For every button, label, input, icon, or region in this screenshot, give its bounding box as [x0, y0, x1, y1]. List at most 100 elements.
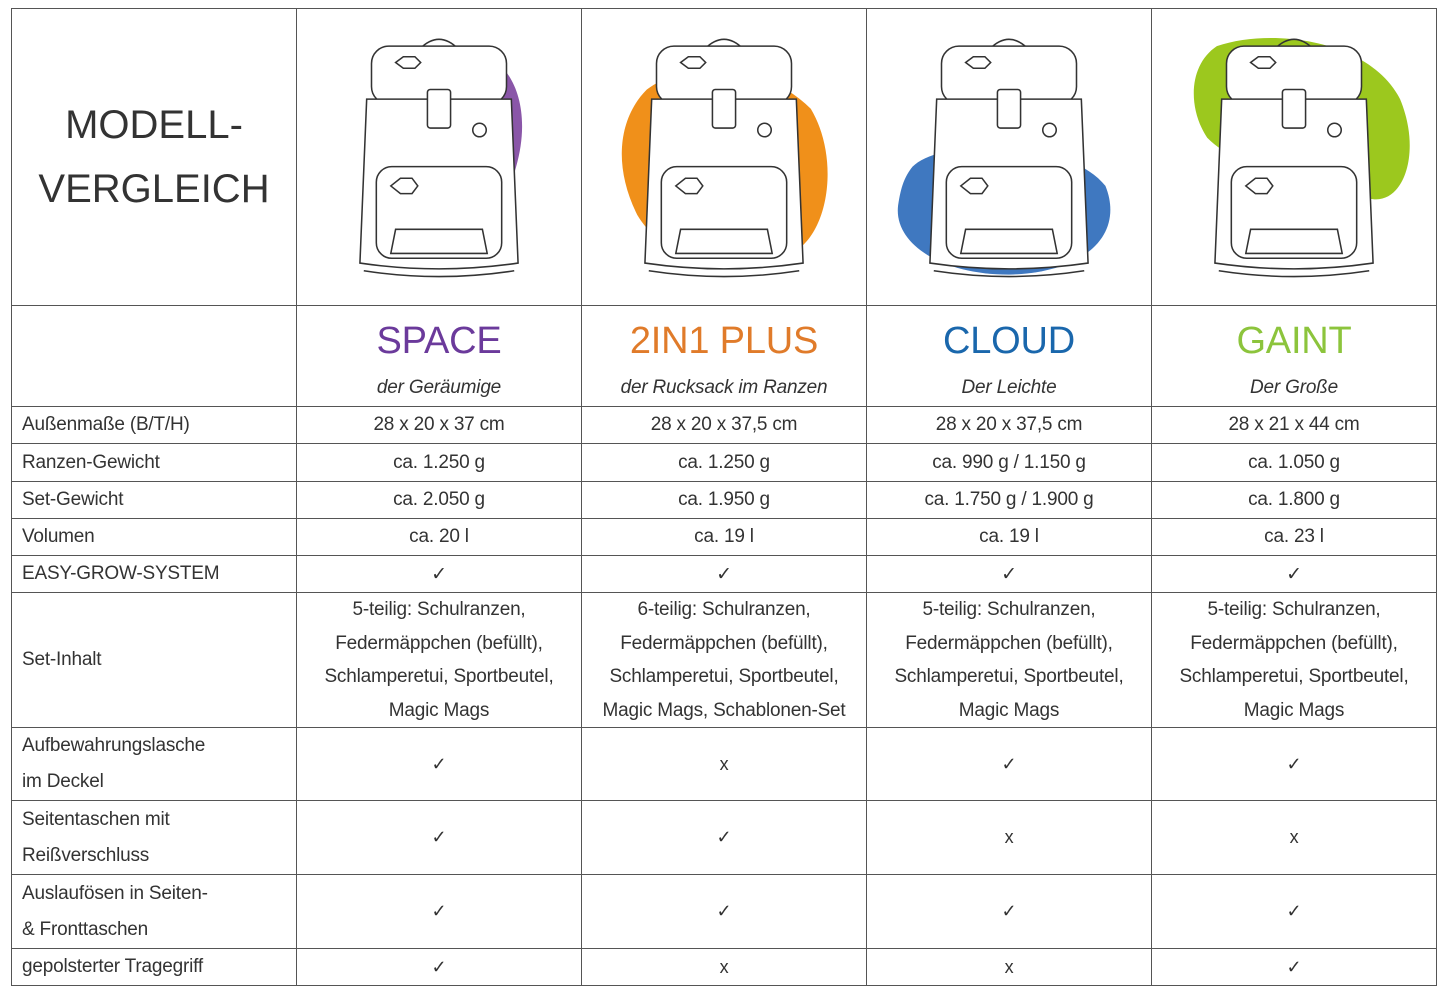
- cell-value: ca. 990 g / 1.150 g: [866, 443, 1152, 482]
- check-icon: ✓: [866, 874, 1152, 949]
- backpack-image-space: [296, 8, 582, 306]
- model-subtitle: der Rucksack im Ranzen: [620, 376, 828, 398]
- row-label: Ranzen-Gewicht: [11, 443, 297, 482]
- check-icon: ✓: [296, 727, 582, 801]
- set-line: Federmäppchen (befüllt),: [335, 632, 543, 654]
- cell-value: ca. 1.050 g: [1151, 443, 1437, 482]
- table-row: Set-Inhalt 5-teilig: Schulranzen, Federmäp…: [11, 592, 1437, 728]
- label-line: Reißverschluss: [22, 844, 150, 866]
- model-name: GAINT: [1236, 319, 1352, 362]
- check-icon: ✓: [581, 800, 867, 875]
- set-contents: 5-teilig: Schulranzen, Federmäppchen (bef…: [1151, 592, 1437, 728]
- cell-value: ca. 20 l: [296, 518, 582, 556]
- check-icon: ✓: [296, 948, 582, 986]
- model-name: CLOUD: [942, 319, 1076, 362]
- check-icon: ✓: [1151, 727, 1437, 801]
- label-line: im Deckel: [22, 771, 104, 792]
- image-row: MODELL- VERGLEICH: [11, 8, 1437, 306]
- cell-value: ca. 1.250 g: [296, 443, 582, 482]
- backpack-image-gaint: [1151, 8, 1437, 306]
- set-line: Magic Mags: [388, 699, 490, 721]
- check-icon: ✓: [866, 555, 1152, 593]
- set-line: Federmäppchen (befüllt),: [620, 632, 828, 654]
- check-icon: ✓: [296, 555, 582, 593]
- empty-cell: [11, 305, 297, 407]
- set-line: 5-teilig: Schulranzen,: [1207, 599, 1381, 620]
- set-line: Federmäppchen (befüllt),: [1190, 632, 1398, 654]
- cell-value: 28 x 20 x 37,5 cm: [866, 406, 1152, 444]
- cross-icon: x: [866, 800, 1152, 875]
- row-label: Außenmaße (B/T/H): [11, 406, 297, 444]
- set-contents: 5-teilig: Schulranzen, Federmäppchen (bef…: [296, 592, 582, 728]
- set-line: 5-teilig: Schulranzen,: [922, 599, 1096, 620]
- check-icon: ✓: [581, 555, 867, 593]
- title-line-2: VERGLEICH: [38, 167, 270, 211]
- table-row: EASY-GROW-SYSTEM ✓ ✓ ✓ ✓: [11, 555, 1437, 593]
- row-label: gepolsterter Tragegriff: [11, 948, 297, 986]
- row-label: Seitentaschen mit Reißverschluss: [11, 800, 297, 875]
- model-name: 2IN1 PLUS: [629, 319, 819, 362]
- page-title: MODELL- VERGLEICH: [12, 93, 296, 221]
- title-line-1: MODELL-: [65, 103, 243, 147]
- cell-value: ca. 1.800 g: [1151, 481, 1437, 519]
- model-name: SPACE: [376, 319, 502, 362]
- model-name-row: SPACE der Geräumige 2IN1 PLUS der Rucksack…: [11, 305, 1437, 407]
- check-icon: ✓: [581, 874, 867, 949]
- cell-value: ca. 1.750 g / 1.900 g: [866, 481, 1152, 519]
- table-row: Seitentaschen mit Reißverschluss ✓ ✓ x x: [11, 800, 1437, 875]
- table-row: Aufbewahrungslasche im Deckel ✓ x ✓ ✓: [11, 727, 1437, 801]
- cross-icon: x: [581, 727, 867, 801]
- cell-value: ca. 23 l: [1151, 518, 1437, 556]
- set-line: 6-teilig: Schulranzen,: [637, 599, 811, 620]
- table-row: Außenmaße (B/T/H) 28 x 20 x 37 cm 28 x 20 …: [11, 406, 1437, 444]
- model-subtitle: Der Leichte: [961, 376, 1057, 398]
- cell-value: ca. 2.050 g: [296, 481, 582, 519]
- title-cell: MODELL- VERGLEICH: [11, 8, 297, 306]
- row-label: Set-Gewicht: [11, 481, 297, 519]
- model-header: GAINT Der Große: [1151, 305, 1437, 407]
- table-row: Set-Gewicht ca. 2.050 g ca. 1.950 g ca. 1.7…: [11, 481, 1437, 519]
- set-line: Magic Mags, Schablonen-Set: [602, 699, 846, 721]
- row-label: EASY-GROW-SYSTEM: [11, 555, 297, 593]
- set-line: Schlamperetui, Sportbeutel,: [1179, 666, 1409, 687]
- cross-icon: x: [1151, 800, 1437, 875]
- model-subtitle: Der Große: [1250, 376, 1338, 398]
- label-line: Aufbewahrungslasche: [22, 735, 206, 756]
- set-line: Magic Mags: [958, 699, 1060, 721]
- set-line: Schlamperetui, Sportbeutel,: [609, 666, 839, 687]
- check-icon: ✓: [1151, 874, 1437, 949]
- set-contents: 6-teilig: Schulranzen, Federmäppchen (bef…: [581, 592, 867, 728]
- cross-icon: x: [581, 948, 867, 986]
- check-icon: ✓: [866, 727, 1152, 801]
- row-label: Volumen: [11, 518, 297, 556]
- check-icon: ✓: [1151, 555, 1437, 593]
- check-icon: ✓: [296, 800, 582, 875]
- row-label: Set-Inhalt: [11, 592, 297, 728]
- backpack-icon: [359, 38, 523, 278]
- backpack-icon: [897, 38, 1111, 278]
- set-line: Magic Mags: [1243, 699, 1345, 721]
- check-icon: ✓: [296, 874, 582, 949]
- table-row: Ranzen-Gewicht ca. 1.250 g ca. 1.250 g ca. …: [11, 443, 1437, 482]
- label-line: Auslaufösen in Seiten-: [22, 882, 208, 904]
- label-line: Seitentaschen mit: [22, 808, 170, 830]
- cell-value: ca. 1.950 g: [581, 481, 867, 519]
- cell-value: ca. 19 l: [581, 518, 867, 556]
- cross-icon: x: [866, 948, 1152, 986]
- row-label: Aufbewahrungslasche im Deckel: [11, 727, 297, 801]
- table-row: Volumen ca. 20 l ca. 19 l ca. 19 l ca. 23 l: [11, 518, 1437, 556]
- set-line: Schlamperetui, Sportbeutel,: [324, 666, 554, 687]
- cell-value: ca. 19 l: [866, 518, 1152, 556]
- model-header: CLOUD Der Leichte: [866, 305, 1152, 407]
- label-line: & Fronttaschen: [22, 918, 149, 940]
- set-contents: 5-teilig: Schulranzen, Federmäppchen (bef…: [866, 592, 1152, 728]
- cell-value: 28 x 20 x 37 cm: [296, 406, 582, 444]
- set-line: Federmäppchen (befüllt),: [905, 632, 1113, 654]
- backpack-image-2in1-plus: [581, 8, 867, 306]
- row-label: Auslaufösen in Seiten- & Fronttaschen: [11, 874, 297, 949]
- model-header: 2IN1 PLUS der Rucksack im Ranzen: [581, 305, 867, 407]
- cell-value: 28 x 21 x 44 cm: [1151, 406, 1437, 444]
- comparison-table: MODELL- VERGLEICH: [11, 8, 1437, 986]
- table-row: gepolsterter Tragegriff ✓ x x ✓: [11, 948, 1437, 986]
- set-line: 5-teilig: Schulranzen,: [352, 599, 526, 620]
